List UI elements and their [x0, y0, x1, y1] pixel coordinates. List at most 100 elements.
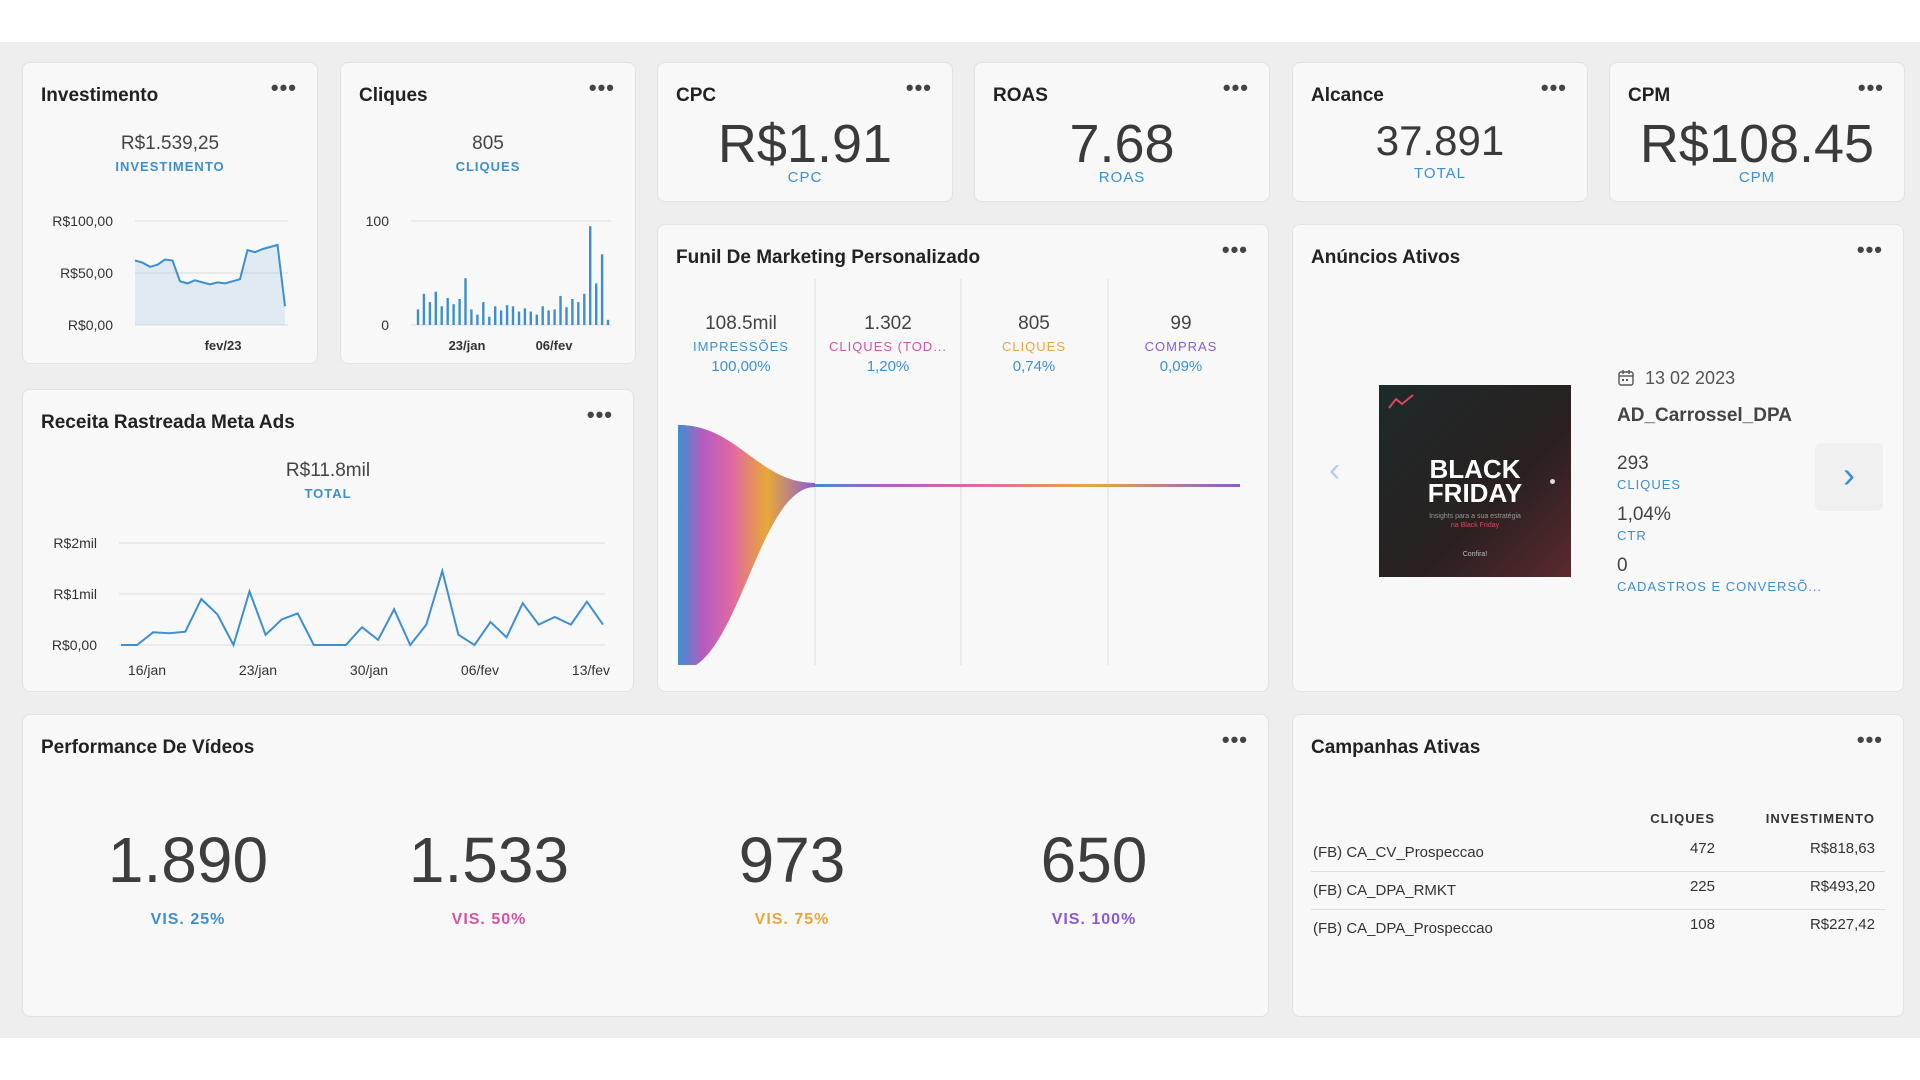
- funnel-step-label: IMPRESSÕES: [693, 339, 789, 354]
- video-metric: 973 VIS. 75%: [657, 823, 927, 929]
- x-tick: 23/jan: [239, 662, 277, 678]
- bar: [589, 226, 592, 325]
- metric-label: CLIQUES: [455, 159, 521, 174]
- bar: [422, 293, 426, 325]
- creative-subtext: Insights para a sua estratégia: [1429, 513, 1521, 520]
- ad-creative[interactable]: BLACK FRIDAY Insights para a sua estraté…: [1379, 385, 1571, 577]
- carousel-next-icon[interactable]: ›: [1815, 443, 1883, 511]
- card-cliques: Cliques ••• 805 CLIQUES 100 0 23/jan 06/…: [340, 62, 636, 364]
- table-row[interactable]: (FB) CA_DPA_RMKT 225 R$493,20: [1311, 871, 1885, 910]
- more-options-icon[interactable]: •••: [1222, 75, 1249, 100]
- campaign-investimento: R$493,20: [1725, 871, 1885, 910]
- x-tick: 06/fev: [461, 662, 499, 678]
- card-cpc: CPC ••• R$1.91 CPC: [657, 62, 953, 202]
- creative-headline: FRIDAY: [1427, 478, 1523, 508]
- more-options-icon[interactable]: •••: [1857, 75, 1884, 100]
- ad-name: AD_Carrossel_DPA: [1617, 405, 1792, 426]
- card-title: Alcance: [1311, 85, 1384, 106]
- carousel-dot-icon: [1550, 479, 1555, 484]
- bar: [523, 308, 527, 325]
- metric-value: R$108.45: [1639, 114, 1875, 174]
- metric-label: TOTAL: [1414, 165, 1466, 182]
- card-funil: Funil De Marketing Personalizado ••• 10: [657, 224, 1269, 692]
- more-options-icon[interactable]: •••: [1540, 75, 1567, 100]
- table-header[interactable]: INVESTIMENTO: [1765, 811, 1875, 826]
- metric-value: R$11.8mil: [285, 460, 371, 481]
- carousel-prev-icon[interactable]: ‹: [1329, 451, 1341, 489]
- bar: [488, 316, 491, 325]
- video-metric-label: VIS. 100%: [1051, 911, 1137, 928]
- more-options-icon[interactable]: •••: [1221, 237, 1248, 262]
- card-title: Investimento: [41, 85, 159, 106]
- more-options-icon[interactable]: •••: [586, 402, 613, 427]
- y-tick: R$0,00: [52, 637, 97, 653]
- bar: [595, 283, 598, 325]
- bar: [434, 291, 437, 325]
- receita-chart: R$2mil R$1mil R$0,00 16/jan 23/jan 30/ja…: [52, 535, 610, 678]
- funnel-step-pct: 0,74%: [1012, 358, 1056, 375]
- bar: [529, 311, 532, 325]
- series-line: [134, 243, 286, 307]
- more-options-icon[interactable]: •••: [1856, 727, 1883, 752]
- bar: [553, 309, 556, 325]
- bar: [499, 310, 503, 325]
- bar: [577, 302, 580, 325]
- video-metric-value: 1.890: [107, 824, 269, 896]
- card-title: Receita Rastreada Meta Ads: [41, 412, 295, 433]
- bar: [416, 309, 420, 325]
- creative-subtext: na Black Friday: [1450, 522, 1500, 529]
- more-options-icon[interactable]: •••: [1221, 727, 1248, 752]
- funnel-step: 108.5mil IMPRESSÕES 100,00%: [668, 313, 814, 375]
- campaign-name: (FB) CA_DPA_Prospeccao: [1313, 920, 1493, 937]
- card-videos: Performance De Vídeos ••• 1.890 VIS. 25%…: [22, 714, 1269, 1017]
- bar: [571, 299, 574, 325]
- bar: [452, 304, 455, 325]
- bar-group: [416, 226, 610, 325]
- campaign-cliques: 108: [1689, 916, 1715, 933]
- funnel-shape-top: [678, 425, 815, 487]
- video-metric-label: VIS. 50%: [451, 911, 527, 928]
- metric-value: 805: [472, 133, 504, 154]
- table-row[interactable]: (FB) CA_CV_Prospeccao 472 R$818,63: [1311, 834, 1885, 872]
- more-options-icon[interactable]: •••: [905, 75, 932, 100]
- funnel-step-value: 108.5mil: [705, 313, 777, 334]
- bar: [440, 306, 443, 325]
- card-title: Funil De Marketing Personalizado: [676, 247, 981, 268]
- funnel-step: 1.302 CLIQUES (TOD... 1,20%: [815, 313, 961, 375]
- funnel-step: 99 COMPRAS 0,09%: [1108, 313, 1254, 375]
- more-options-icon[interactable]: •••: [588, 75, 615, 100]
- bar: [565, 307, 568, 325]
- campaign-name: (FB) CA_CV_Prospeccao: [1311, 834, 1615, 872]
- video-metric-value: 650: [1040, 824, 1148, 896]
- metric-label: ROAS: [1098, 169, 1146, 186]
- y-tick: R$2mil: [53, 535, 97, 551]
- video-metric-value: 973: [738, 824, 846, 896]
- campaign-investimento: R$818,63: [1725, 834, 1885, 872]
- table-header[interactable]: CLIQUES: [1650, 811, 1715, 826]
- funnel-step-label: CLIQUES (TOD...: [828, 339, 948, 354]
- funnel-step: 805 CLIQUES 0,74%: [961, 313, 1107, 375]
- card-title: Performance De Vídeos: [41, 737, 255, 758]
- table-header-row: CLIQUES INVESTIMENTO: [1311, 811, 1885, 834]
- card-title: Cliques: [359, 85, 428, 106]
- metric-label: INVESTIMENTO: [115, 159, 225, 174]
- funnel-stream: [815, 484, 1240, 487]
- bar: [470, 309, 473, 325]
- x-tick: 13/fev: [572, 662, 610, 678]
- ad-metric-label: CADASTROS E CONVERSÕ...: [1617, 579, 1823, 594]
- funnel-step-pct: 1,20%: [866, 358, 910, 375]
- funnel-step-label: CLIQUES: [1001, 339, 1067, 354]
- y-tick: R$0,00: [68, 317, 113, 333]
- table-row[interactable]: (FB) CA_DPA_Prospeccao 108 R$227,42: [1311, 910, 1885, 948]
- bar: [476, 314, 479, 325]
- funnel-graphic: [678, 279, 1240, 665]
- card-investimento: Investimento ••• R$1.539,25 INVESTIMENTO…: [22, 62, 318, 364]
- more-options-icon[interactable]: •••: [270, 75, 297, 100]
- metric-value: R$1.539,25: [120, 133, 220, 154]
- card-campanhas: Campanhas Ativas ••• CLIQUES INVESTIMENT…: [1292, 714, 1904, 1017]
- metric-label: CPM: [1738, 169, 1776, 186]
- y-tick: R$50,00: [60, 265, 113, 281]
- y-tick: R$1mil: [53, 586, 97, 602]
- campaigns-table: CLIQUES INVESTIMENTO (FB) CA_CV_Prospecc…: [1311, 811, 1885, 947]
- more-options-icon[interactable]: •••: [1856, 237, 1883, 262]
